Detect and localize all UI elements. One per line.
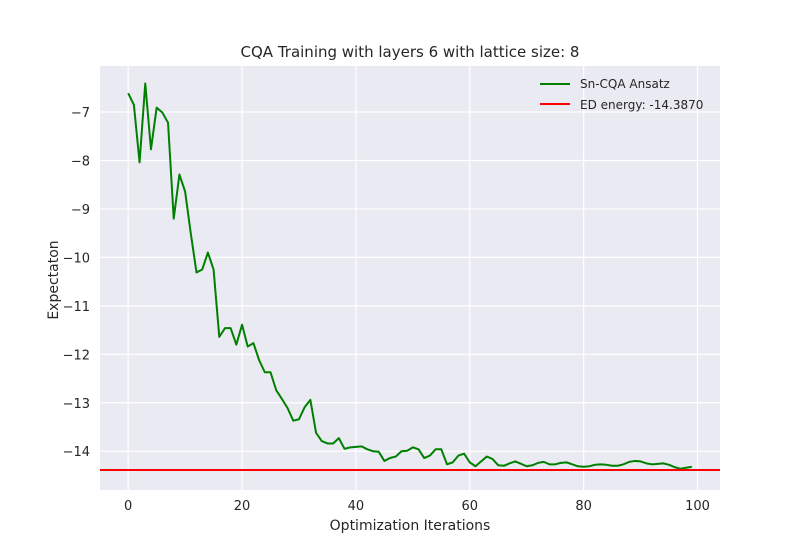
series-layer bbox=[100, 82, 720, 471]
x-tick-labels: 0 20 40 60 80 100 bbox=[124, 499, 710, 514]
x-tick-label: 40 bbox=[348, 499, 365, 514]
y-tick-label: −8 bbox=[71, 154, 90, 169]
x-tick-label: 80 bbox=[575, 499, 592, 514]
y-tick-label: −10 bbox=[63, 251, 90, 266]
x-tick-label: 100 bbox=[685, 499, 710, 514]
x-tick-label: 20 bbox=[234, 499, 251, 514]
plot-area bbox=[100, 66, 720, 490]
y-tick-label: −11 bbox=[63, 300, 90, 315]
y-tick-label: −13 bbox=[63, 397, 90, 412]
legend-label-ed-energy: ED energy: -14.3870 bbox=[580, 98, 703, 112]
y-tick-label: −12 bbox=[63, 348, 90, 363]
x-axis-label: Optimization Iterations bbox=[330, 518, 491, 534]
y-tick-label: −7 bbox=[71, 106, 90, 121]
sn-cqa-series-line bbox=[127, 82, 692, 470]
y-tick-label: −14 bbox=[63, 445, 90, 460]
y-tick-label: −9 bbox=[71, 203, 90, 218]
chart-title: CQA Training with layers 6 with lattice … bbox=[241, 43, 580, 61]
legend: Sn-CQA Ansatz ED energy: -14.3870 bbox=[540, 77, 703, 112]
y-tick-labels: −14 −13 −12 −11 −10 −9 −8 −7 bbox=[63, 106, 90, 460]
grid bbox=[100, 66, 720, 490]
y-axis-label: Expectaton bbox=[46, 240, 62, 319]
legend-label-sn-cqa: Sn-CQA Ansatz bbox=[580, 77, 670, 91]
x-tick-label: 60 bbox=[462, 499, 479, 514]
x-tick-label: 0 bbox=[124, 499, 132, 514]
